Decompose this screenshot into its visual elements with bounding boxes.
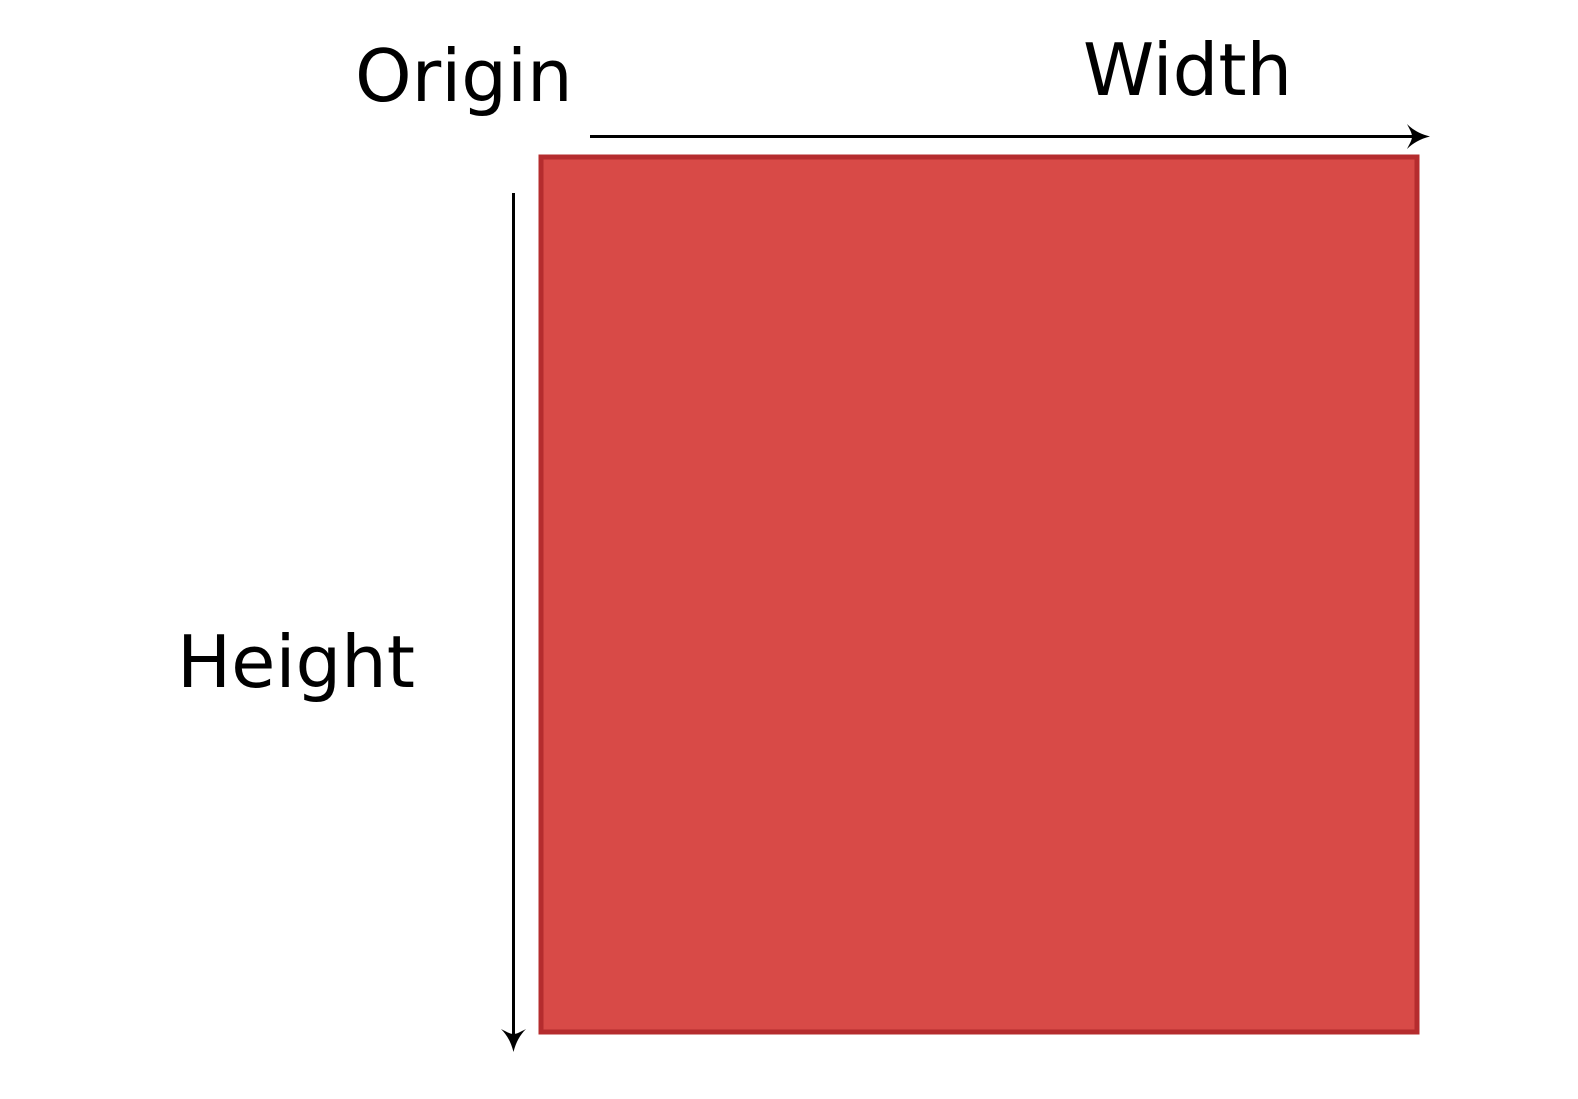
origin-label: Origin [355, 34, 573, 118]
red-rectangle [538, 154, 1420, 1035]
width-arrow [590, 124, 1430, 149]
height-arrow [501, 193, 526, 1052]
width-label: Width [1083, 28, 1293, 112]
width-arrow-head [1407, 124, 1430, 149]
height-arrow-head [501, 1029, 526, 1052]
height-label: Height [177, 620, 416, 704]
